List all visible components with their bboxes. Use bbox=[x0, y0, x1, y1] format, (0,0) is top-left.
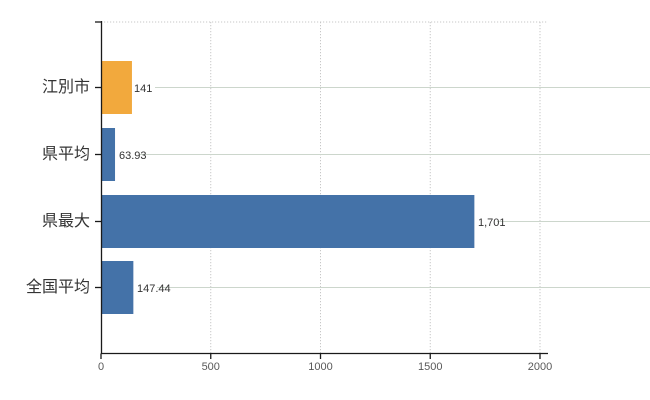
svg-text:2000: 2000 bbox=[528, 361, 552, 373]
svg-text:1000: 1000 bbox=[308, 361, 332, 373]
svg-text:1,701: 1,701 bbox=[478, 217, 506, 229]
svg-text:63.93: 63.93 bbox=[119, 150, 147, 162]
svg-text:500: 500 bbox=[202, 361, 220, 373]
svg-text:県平均: 県平均 bbox=[42, 145, 90, 163]
svg-text:1500: 1500 bbox=[418, 361, 442, 373]
svg-text:141: 141 bbox=[134, 83, 152, 95]
svg-text:0: 0 bbox=[98, 361, 104, 373]
svg-text:147.44: 147.44 bbox=[137, 283, 171, 295]
svg-text:全国平均: 全国平均 bbox=[26, 278, 90, 296]
svg-text:県最大: 県最大 bbox=[42, 212, 90, 230]
svg-text:江別市: 江別市 bbox=[42, 78, 90, 96]
